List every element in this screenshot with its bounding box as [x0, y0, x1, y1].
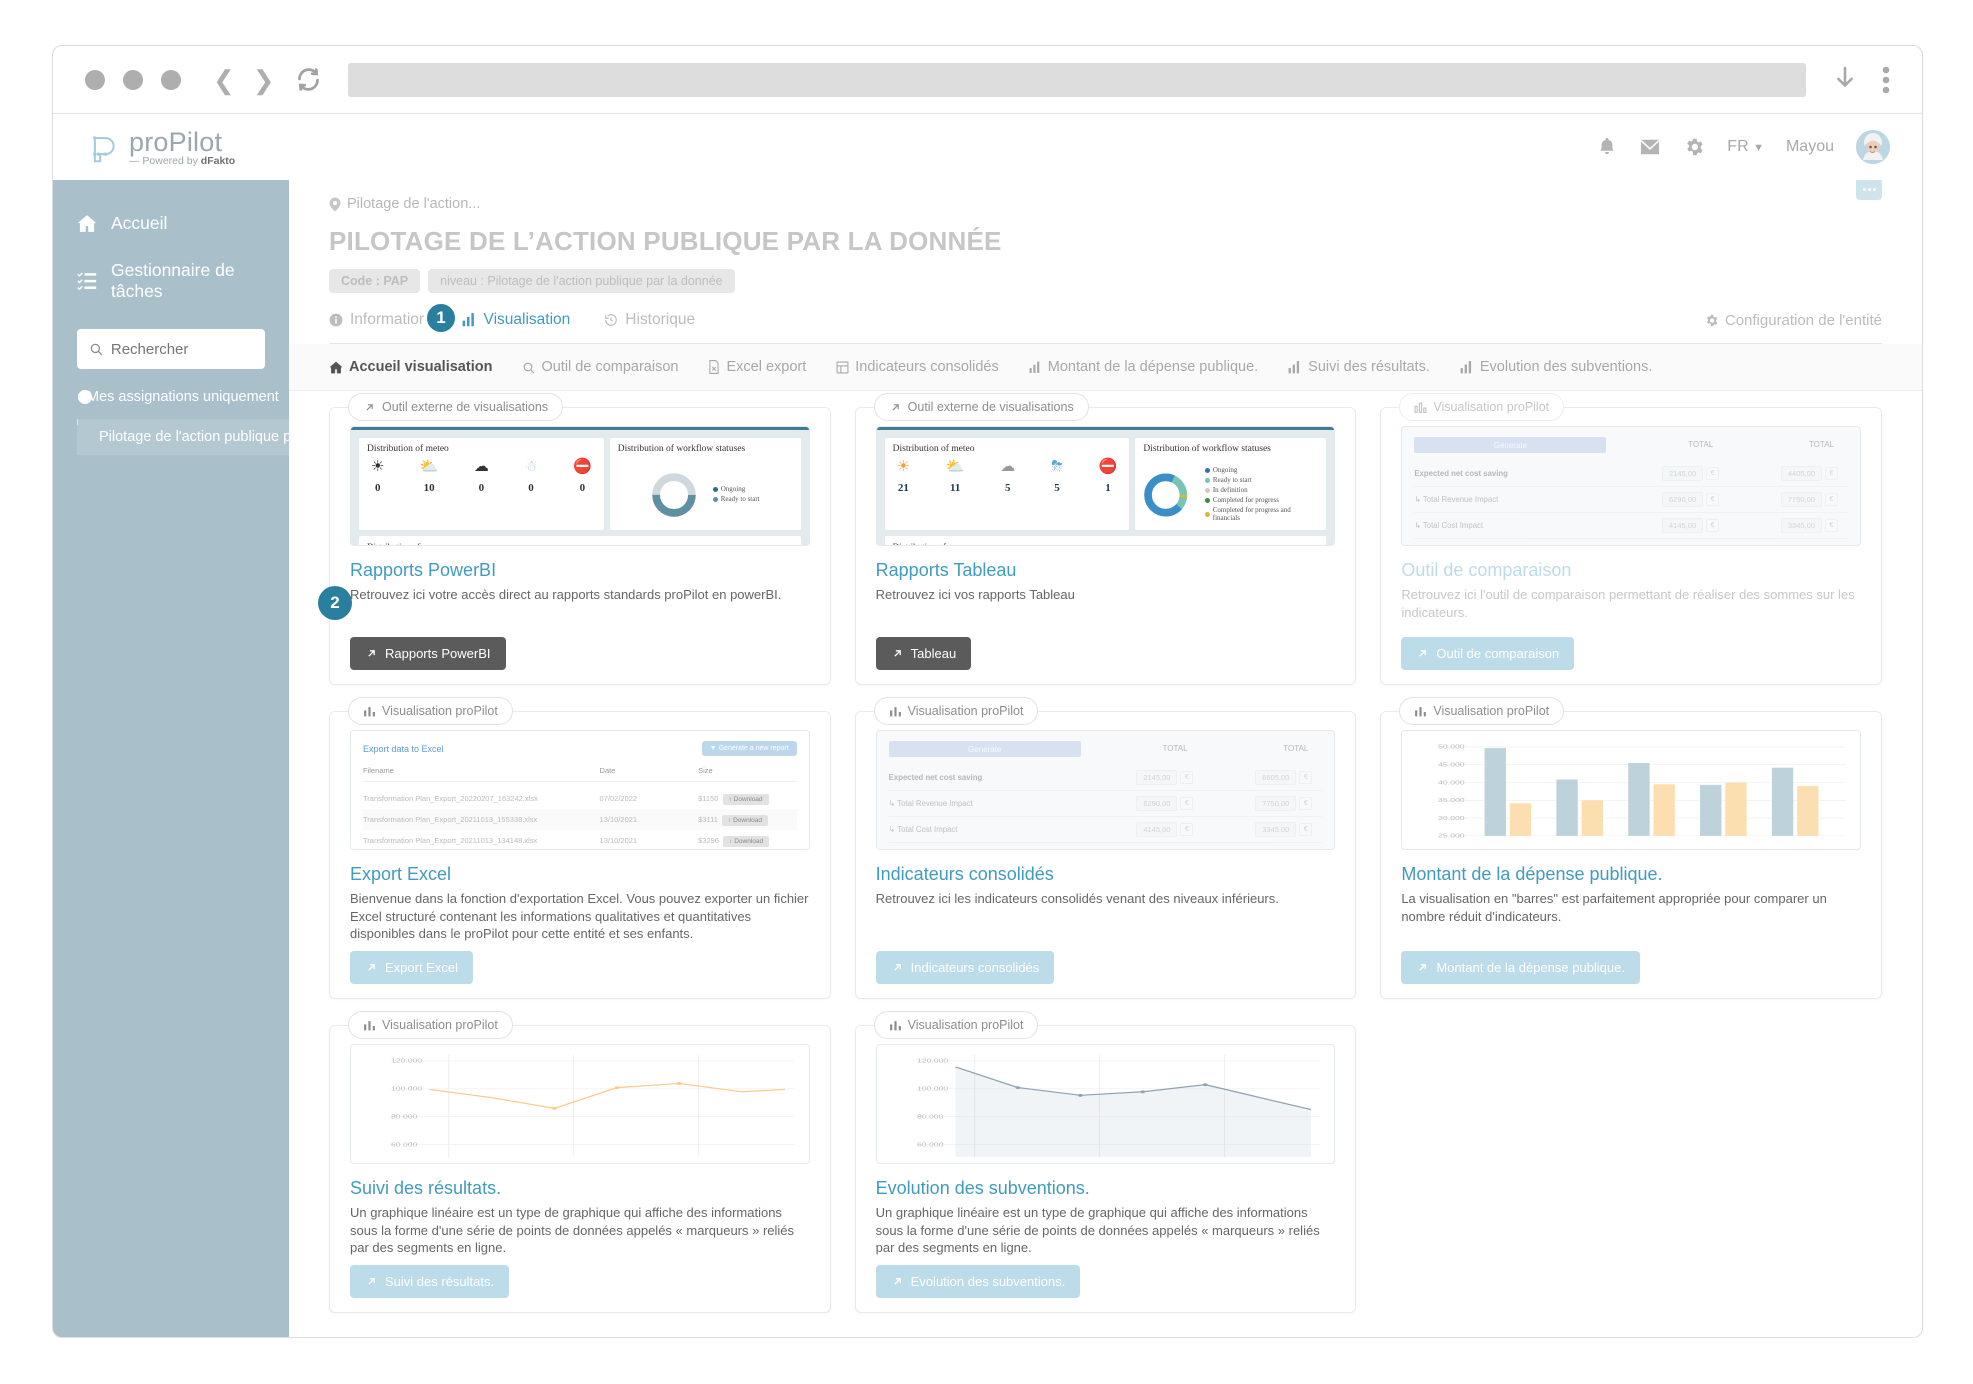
svg-text:30.000: 30.000 — [1438, 815, 1465, 822]
svg-text:25.000: 25.000 — [1438, 833, 1465, 840]
svg-text:40.000: 40.000 — [1438, 779, 1465, 786]
svg-text:80.000: 80.000 — [391, 1114, 417, 1120]
svg-text:120.000: 120.000 — [917, 1058, 948, 1064]
svg-text:80.000: 80.000 — [917, 1114, 943, 1120]
svg-text:45.000: 45.000 — [1438, 761, 1465, 768]
svg-text:60.000: 60.000 — [917, 1142, 943, 1148]
svg-text:60.000: 60.000 — [391, 1142, 417, 1148]
svg-text:50.000: 50.000 — [1438, 744, 1465, 751]
svg-text:35.000: 35.000 — [1438, 797, 1465, 804]
svg-text:100.000: 100.000 — [917, 1086, 948, 1092]
svg-text:100.000: 100.000 — [391, 1086, 422, 1092]
svg-text:120.000: 120.000 — [391, 1058, 422, 1064]
